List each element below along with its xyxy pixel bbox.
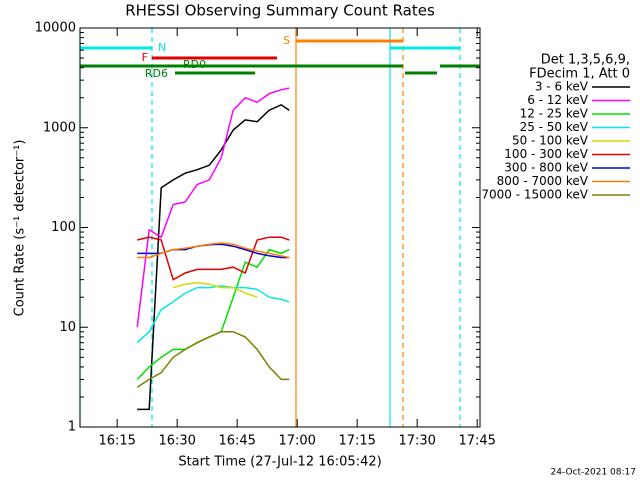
footer: 24-Oct-2021 08:17 [551,468,636,478]
x-tick-label: 17:15 [338,434,375,449]
flag-label: F [142,51,148,64]
x-tick-label: 16:45 [218,434,255,449]
flag-label: RD0 [183,58,206,71]
legend-label: 12 - 25 keV [520,107,589,121]
legend-label: 100 - 300 keV [504,147,588,161]
flag-label: S [283,34,290,47]
series-line [137,103,290,411]
legend-label: 800 - 7000 keV [497,174,589,188]
legend-header: FDecim 1, Att 0 [529,67,630,82]
y-tick-label: 10000 [35,21,76,36]
y-tick-label: 100 [51,220,76,235]
legend-label: 3 - 6 keV [535,80,589,94]
x-tick-label: 17:30 [398,434,435,449]
chart-title: RHESSI Observing Summary Count Rates [125,2,435,20]
legend-label: 300 - 800 keV [504,161,588,175]
legend-header: Det 1,3,5,6,9, [541,53,630,68]
series-line [136,87,290,328]
x-tick-label: 17:00 [278,434,315,449]
y-axis-label: Count Rate (s⁻¹ detector⁻¹) [13,140,28,317]
x-axis-label: Start Time (27-Jul-12 16:05:42) [178,455,381,470]
series-line [137,236,290,281]
y-tick-label: 1 [68,420,76,435]
x-tick-label: 16:15 [98,434,135,449]
legend-label: 25 - 50 keV [520,120,589,134]
x-tick-label: 17:45 [458,434,495,449]
y-tick-label: 10 [59,320,76,335]
series-line [136,331,290,388]
series-line [172,281,258,298]
flag-label: RD6 [145,67,168,80]
legend-label: 50 - 100 keV [512,134,589,148]
flag-label: N [158,41,166,54]
legend-label: 7000 - 15000 keV [481,188,588,202]
x-tick-label: 16:30 [158,434,195,449]
y-tick-label: 1000 [43,120,76,135]
series-line [136,285,290,344]
series-line [137,242,290,259]
legend-label: 6 - 12 keV [527,93,589,107]
